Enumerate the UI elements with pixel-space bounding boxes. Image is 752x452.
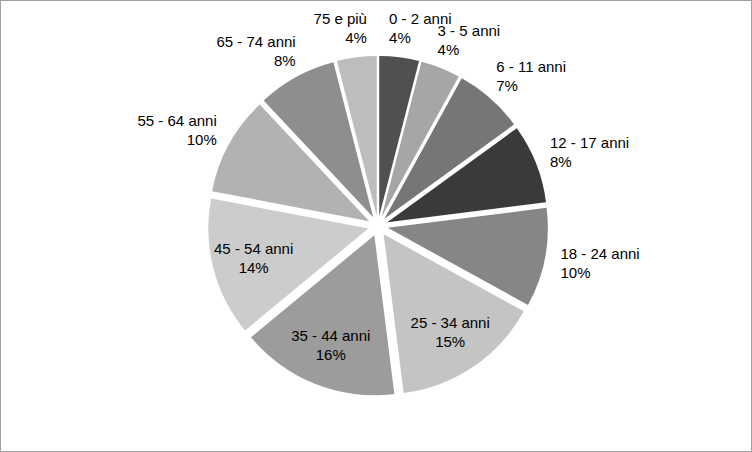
slice bbox=[387, 128, 546, 222]
slice-label: 65 - 74 anni bbox=[216, 33, 295, 50]
value-label: 15% bbox=[435, 333, 465, 350]
value-label: 7% bbox=[496, 77, 518, 94]
slice-label: 12 - 17 anni bbox=[550, 134, 629, 151]
value-label: 8% bbox=[550, 153, 572, 170]
value-label: 4% bbox=[438, 41, 460, 58]
slice-label: 25 - 34 anni bbox=[411, 314, 490, 331]
slice-label: 45 - 54 anni bbox=[214, 240, 293, 257]
value-label: 10% bbox=[187, 131, 217, 148]
slice-label: 6 - 11 anni bbox=[496, 58, 566, 75]
frame bbox=[1, 1, 752, 452]
slice bbox=[208, 199, 368, 331]
slice-label: 75 e più bbox=[314, 10, 367, 27]
value-label: 14% bbox=[239, 259, 269, 276]
value-label: 10% bbox=[560, 264, 590, 281]
value-label: 16% bbox=[316, 346, 346, 363]
slice-label: 55 - 64 anni bbox=[138, 112, 217, 129]
slice-label: 35 - 44 anni bbox=[291, 327, 370, 344]
value-label: 4% bbox=[389, 29, 411, 46]
slice bbox=[337, 56, 377, 216]
slice bbox=[384, 234, 524, 393]
pie bbox=[208, 56, 548, 395]
slice-label: 3 - 5 anni bbox=[438, 22, 501, 39]
value-label: 8% bbox=[274, 52, 296, 69]
chart: 0 - 2 anni4%3 - 5 anni4%6 - 11 anni7%12 … bbox=[0, 0, 752, 452]
labels: 0 - 2 anni4%3 - 5 anni4%6 - 11 anni7%12 … bbox=[138, 10, 640, 364]
value-label: 4% bbox=[345, 29, 367, 46]
slice-label: 18 - 24 anni bbox=[560, 245, 639, 262]
